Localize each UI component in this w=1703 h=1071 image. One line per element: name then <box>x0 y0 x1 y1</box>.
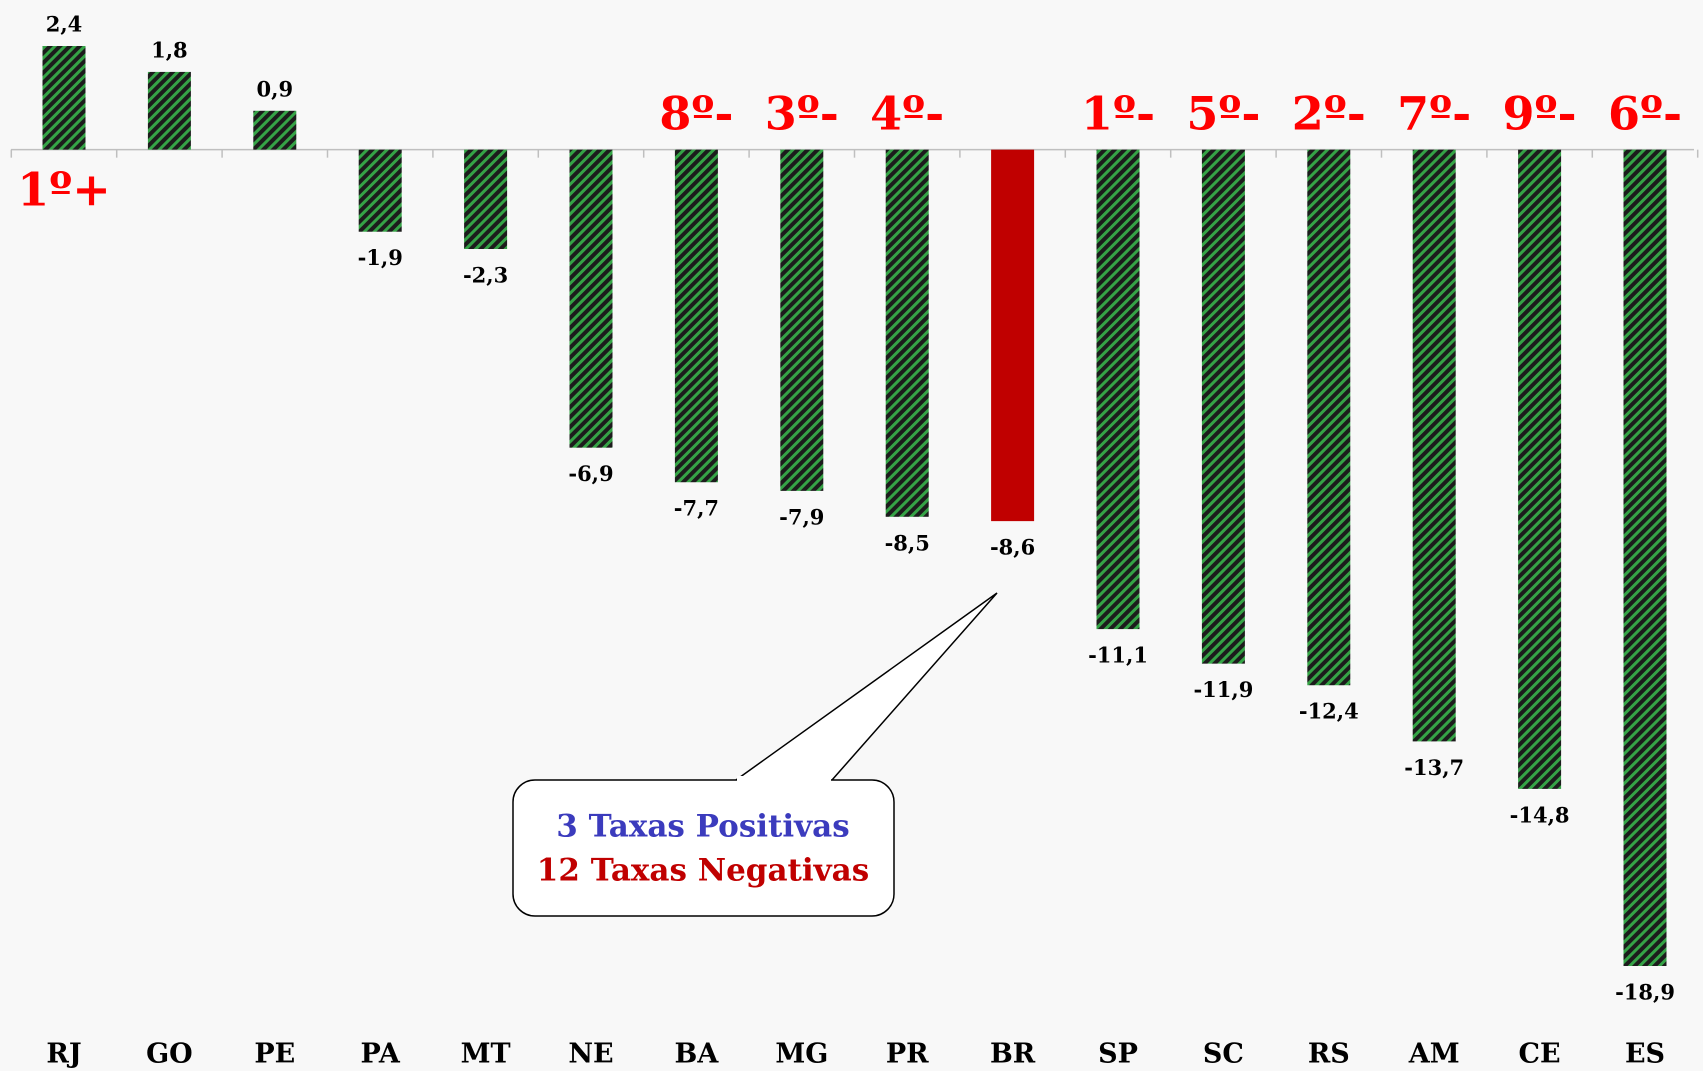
value-label: -2,3 <box>463 263 508 288</box>
bar <box>674 149 718 483</box>
value-label: -13,7 <box>1404 755 1464 780</box>
value-label: -1,9 <box>358 245 403 270</box>
x-tick-label: GO <box>146 1039 193 1070</box>
x-tick-label: SC <box>1203 1039 1244 1070</box>
rank-annotation: 9º- <box>1503 87 1577 141</box>
value-label: -8,5 <box>885 530 930 555</box>
value-label: -14,8 <box>1510 802 1570 827</box>
x-tick-label: MT <box>461 1039 511 1070</box>
rank-annotation: 7º- <box>1397 87 1471 141</box>
bar <box>1412 149 1456 742</box>
rank-annotation: 3º- <box>765 87 839 141</box>
x-tick-label: CE <box>1519 1039 1561 1070</box>
bar <box>464 149 508 250</box>
bar <box>991 149 1035 522</box>
x-tick-label: RJ <box>46 1039 81 1070</box>
bar <box>1623 149 1667 966</box>
value-label: -8,6 <box>990 535 1035 560</box>
value-label: -7,7 <box>674 496 719 521</box>
bar <box>1096 149 1140 630</box>
value-label: -6,9 <box>568 461 613 486</box>
value-label: 2,4 <box>46 12 83 37</box>
rank-annotation: 2º- <box>1292 87 1366 141</box>
bar <box>780 149 824 491</box>
x-tick-label: PR <box>886 1039 929 1070</box>
rank-annotation: 4º- <box>870 87 944 141</box>
bar <box>885 149 929 517</box>
rank-annotation: 1º- <box>1081 87 1155 141</box>
bar <box>147 71 191 150</box>
rank-annotation: 5º- <box>1186 87 1260 141</box>
x-tick-label: BA <box>675 1039 720 1070</box>
callout-joint <box>737 776 831 784</box>
bar <box>42 46 86 150</box>
value-label: -11,9 <box>1193 677 1253 702</box>
bar <box>358 149 402 232</box>
x-tick-label: NE <box>568 1039 613 1070</box>
x-tick-label: MG <box>775 1039 828 1070</box>
bar <box>1518 149 1562 789</box>
bar <box>1307 149 1351 686</box>
callout-line: 3 Taxas Positivas <box>556 809 849 845</box>
x-tick-label: RS <box>1308 1039 1350 1070</box>
bar <box>253 110 297 150</box>
x-tick-label: PA <box>361 1039 401 1070</box>
bar <box>569 149 613 448</box>
x-tick-label: PE <box>254 1039 295 1070</box>
callout-line: 12 Taxas Negativas <box>537 853 869 889</box>
value-label: 0,9 <box>257 76 294 101</box>
value-label: -18,9 <box>1615 980 1675 1005</box>
value-label: 1,8 <box>151 37 188 62</box>
x-tick-label: ES <box>1625 1039 1665 1070</box>
value-label: -12,4 <box>1299 699 1359 724</box>
value-label: -11,1 <box>1088 643 1148 668</box>
rank-annotation: 1º+ <box>17 163 111 217</box>
callout-box <box>512 779 895 917</box>
rank-annotation: 8º- <box>659 87 733 141</box>
x-tick-label: AM <box>1408 1039 1460 1070</box>
x-tick-label: SP <box>1098 1039 1138 1070</box>
x-tick-label: BR <box>990 1039 1036 1070</box>
value-label: -7,9 <box>779 504 824 529</box>
callout-pointer <box>735 592 998 781</box>
rank-annotation: 6º- <box>1608 87 1682 141</box>
bar <box>1201 149 1245 664</box>
